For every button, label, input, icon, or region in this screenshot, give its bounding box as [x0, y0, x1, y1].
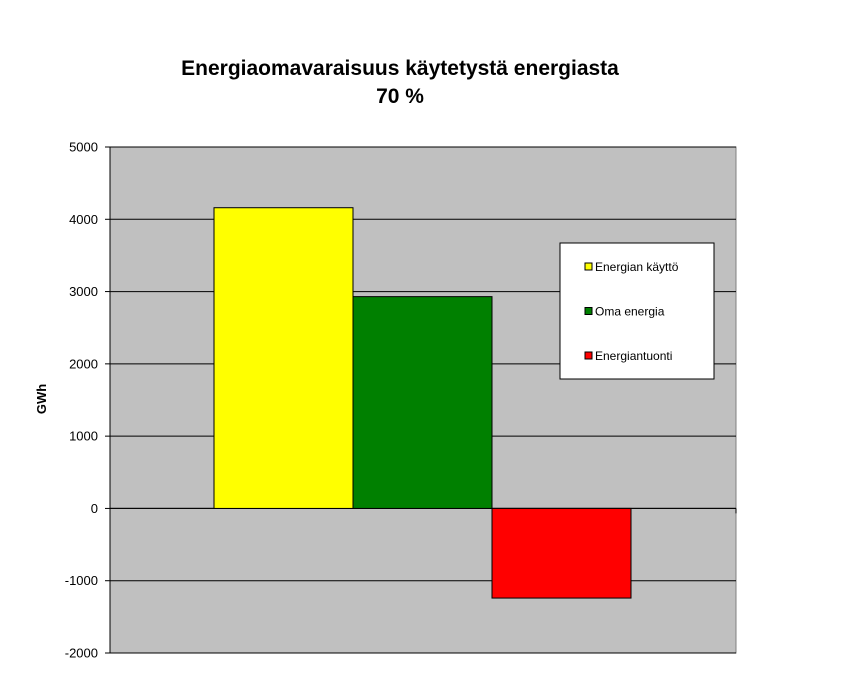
- chart-title: Energiaomavaraisuus käytetystä energiast…: [0, 55, 800, 111]
- bar-energian-k-ytt-: [213, 207, 354, 509]
- bar-energiantuonti: [491, 507, 632, 599]
- y-tick-label: 3000: [69, 284, 98, 299]
- y-axis-title: GWh: [34, 384, 49, 414]
- y-tick-label: -1000: [65, 573, 98, 588]
- y-tick-label: 5000: [69, 140, 98, 155]
- legend-label: Energiantuonti: [595, 349, 672, 363]
- legend-label: Oma energia: [595, 305, 665, 319]
- chart-title-line2: 70 %: [376, 85, 424, 108]
- y-tick-label: 0: [91, 501, 98, 516]
- legend-label: Energian käyttö: [595, 260, 679, 274]
- chart-title-line1: Energiaomavaraisuus käytetystä energiast…: [181, 57, 619, 80]
- y-tick-label: -2000: [65, 646, 98, 661]
- y-tick-label: 4000: [69, 212, 98, 227]
- y-tick-label: 1000: [69, 429, 98, 444]
- bar-oma-energia: [352, 296, 493, 509]
- y-tick-label: 2000: [69, 356, 98, 371]
- legend-swatch: [584, 351, 593, 360]
- legend-swatch: [584, 262, 593, 271]
- legend-swatch: [584, 307, 593, 315]
